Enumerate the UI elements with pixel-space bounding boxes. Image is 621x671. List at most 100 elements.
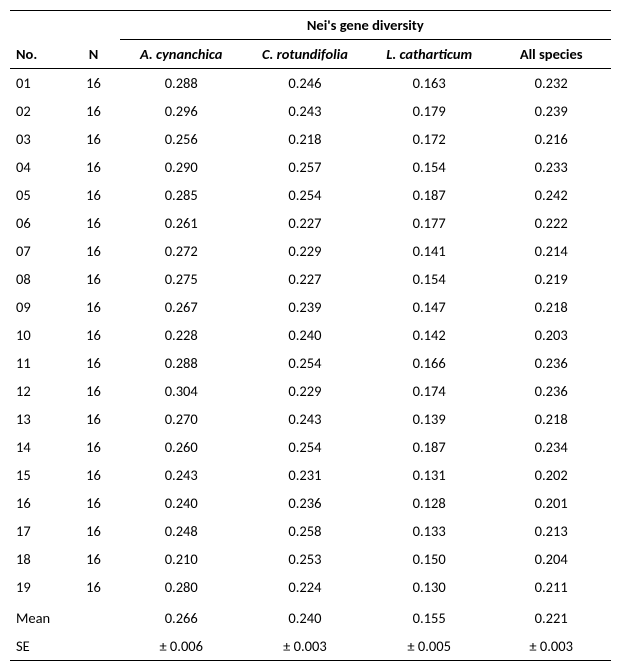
- cell-no: 04: [10, 153, 67, 181]
- cell-value: 0.267: [120, 293, 243, 321]
- cell-value: 0.216: [491, 125, 611, 153]
- se-cell: ± 0.006: [120, 632, 243, 661]
- cell-value: 0.154: [367, 153, 491, 181]
- cell-value: 0.254: [243, 433, 367, 461]
- cell-value: 0.254: [243, 181, 367, 209]
- cell-value: 0.288: [120, 69, 243, 98]
- header-no: No.: [10, 40, 67, 69]
- cell-n: 16: [67, 153, 119, 181]
- cell-value: 0.222: [491, 209, 611, 237]
- mean-cell: 0.266: [120, 601, 243, 632]
- header-blank-no: [10, 11, 67, 40]
- cell-value: 0.239: [243, 293, 367, 321]
- cell-value: 0.236: [491, 349, 611, 377]
- cell-n: 16: [67, 265, 119, 293]
- mean-n-blank: [67, 601, 119, 632]
- cell-value: 0.290: [120, 153, 243, 181]
- cell-value: 0.150: [367, 545, 491, 573]
- cell-value: 0.227: [243, 209, 367, 237]
- cell-no: 16: [10, 489, 67, 517]
- cell-no: 02: [10, 97, 67, 125]
- cell-no: 08: [10, 265, 67, 293]
- cell-value: 0.177: [367, 209, 491, 237]
- cell-value: 0.210: [120, 545, 243, 573]
- table-row: 07160.2720.2290.1410.214: [10, 237, 611, 265]
- table-row: 11160.2880.2540.1660.236: [10, 349, 611, 377]
- cell-n: 16: [67, 237, 119, 265]
- table-row: 04160.2900.2570.1540.233: [10, 153, 611, 181]
- table-row: 02160.2960.2430.1790.239: [10, 97, 611, 125]
- cell-value: 0.296: [120, 97, 243, 125]
- cell-value: 0.218: [491, 405, 611, 433]
- cell-value: 0.187: [367, 433, 491, 461]
- cell-value: 0.234: [491, 433, 611, 461]
- cell-value: 0.163: [367, 69, 491, 98]
- header-species-2: L. catharticum: [367, 40, 491, 69]
- cell-n: 16: [67, 321, 119, 349]
- table-row: 14160.2600.2540.1870.234: [10, 433, 611, 461]
- cell-no: 11: [10, 349, 67, 377]
- cell-value: 0.214: [491, 237, 611, 265]
- cell-value: 0.179: [367, 97, 491, 125]
- cell-value: 0.203: [491, 321, 611, 349]
- table-row: 17160.2480.2580.1330.213: [10, 517, 611, 545]
- cell-no: 01: [10, 69, 67, 98]
- mean-cell: 0.221: [491, 601, 611, 632]
- cell-n: 16: [67, 573, 119, 601]
- cell-value: 0.229: [243, 237, 367, 265]
- cell-n: 16: [67, 69, 119, 98]
- table-row: 18160.2100.2530.1500.204: [10, 545, 611, 573]
- cell-value: 0.280: [120, 573, 243, 601]
- cell-n: 16: [67, 209, 119, 237]
- cell-no: 18: [10, 545, 67, 573]
- cell-value: 0.236: [243, 489, 367, 517]
- cell-value: 0.285: [120, 181, 243, 209]
- cell-value: 0.254: [243, 349, 367, 377]
- table-row: 15160.2430.2310.1310.202: [10, 461, 611, 489]
- cell-no: 15: [10, 461, 67, 489]
- cell-value: 0.228: [120, 321, 243, 349]
- cell-n: 16: [67, 97, 119, 125]
- cell-value: 0.166: [367, 349, 491, 377]
- cell-n: 16: [67, 377, 119, 405]
- cell-value: 0.261: [120, 209, 243, 237]
- cell-value: 0.240: [120, 489, 243, 517]
- cell-value: 0.213: [491, 517, 611, 545]
- se-n-blank: [67, 632, 119, 661]
- se-cell: ± 0.005: [367, 632, 491, 661]
- cell-value: 0.243: [120, 461, 243, 489]
- cell-no: 06: [10, 209, 67, 237]
- cell-no: 19: [10, 573, 67, 601]
- cell-value: 0.141: [367, 237, 491, 265]
- cell-value: 0.248: [120, 517, 243, 545]
- table-row: 09160.2670.2390.1470.218: [10, 293, 611, 321]
- cell-n: 16: [67, 517, 119, 545]
- cell-value: 0.174: [367, 377, 491, 405]
- cell-n: 16: [67, 349, 119, 377]
- se-cell: ± 0.003: [243, 632, 367, 661]
- header-group-label: Nei's gene diversity: [120, 11, 611, 40]
- cell-n: 16: [67, 125, 119, 153]
- cell-no: 10: [10, 321, 67, 349]
- cell-value: 0.253: [243, 545, 367, 573]
- cell-value: 0.142: [367, 321, 491, 349]
- mean-cell: 0.240: [243, 601, 367, 632]
- table-row: 06160.2610.2270.1770.222: [10, 209, 611, 237]
- cell-value: 0.243: [243, 97, 367, 125]
- cell-no: 12: [10, 377, 67, 405]
- cell-value: 0.187: [367, 181, 491, 209]
- cell-n: 16: [67, 545, 119, 573]
- cell-no: 14: [10, 433, 67, 461]
- cell-value: 0.243: [243, 405, 367, 433]
- cell-n: 16: [67, 181, 119, 209]
- se-label: SE: [10, 632, 67, 661]
- table-row: 12160.3040.2290.1740.236: [10, 377, 611, 405]
- cell-value: 0.218: [491, 293, 611, 321]
- cell-value: 0.147: [367, 293, 491, 321]
- mean-row: Mean 0.266 0.240 0.155 0.221: [10, 601, 611, 632]
- cell-value: 0.218: [243, 125, 367, 153]
- cell-value: 0.231: [243, 461, 367, 489]
- cell-value: 0.246: [243, 69, 367, 98]
- cell-n: 16: [67, 489, 119, 517]
- mean-label: Mean: [10, 601, 67, 632]
